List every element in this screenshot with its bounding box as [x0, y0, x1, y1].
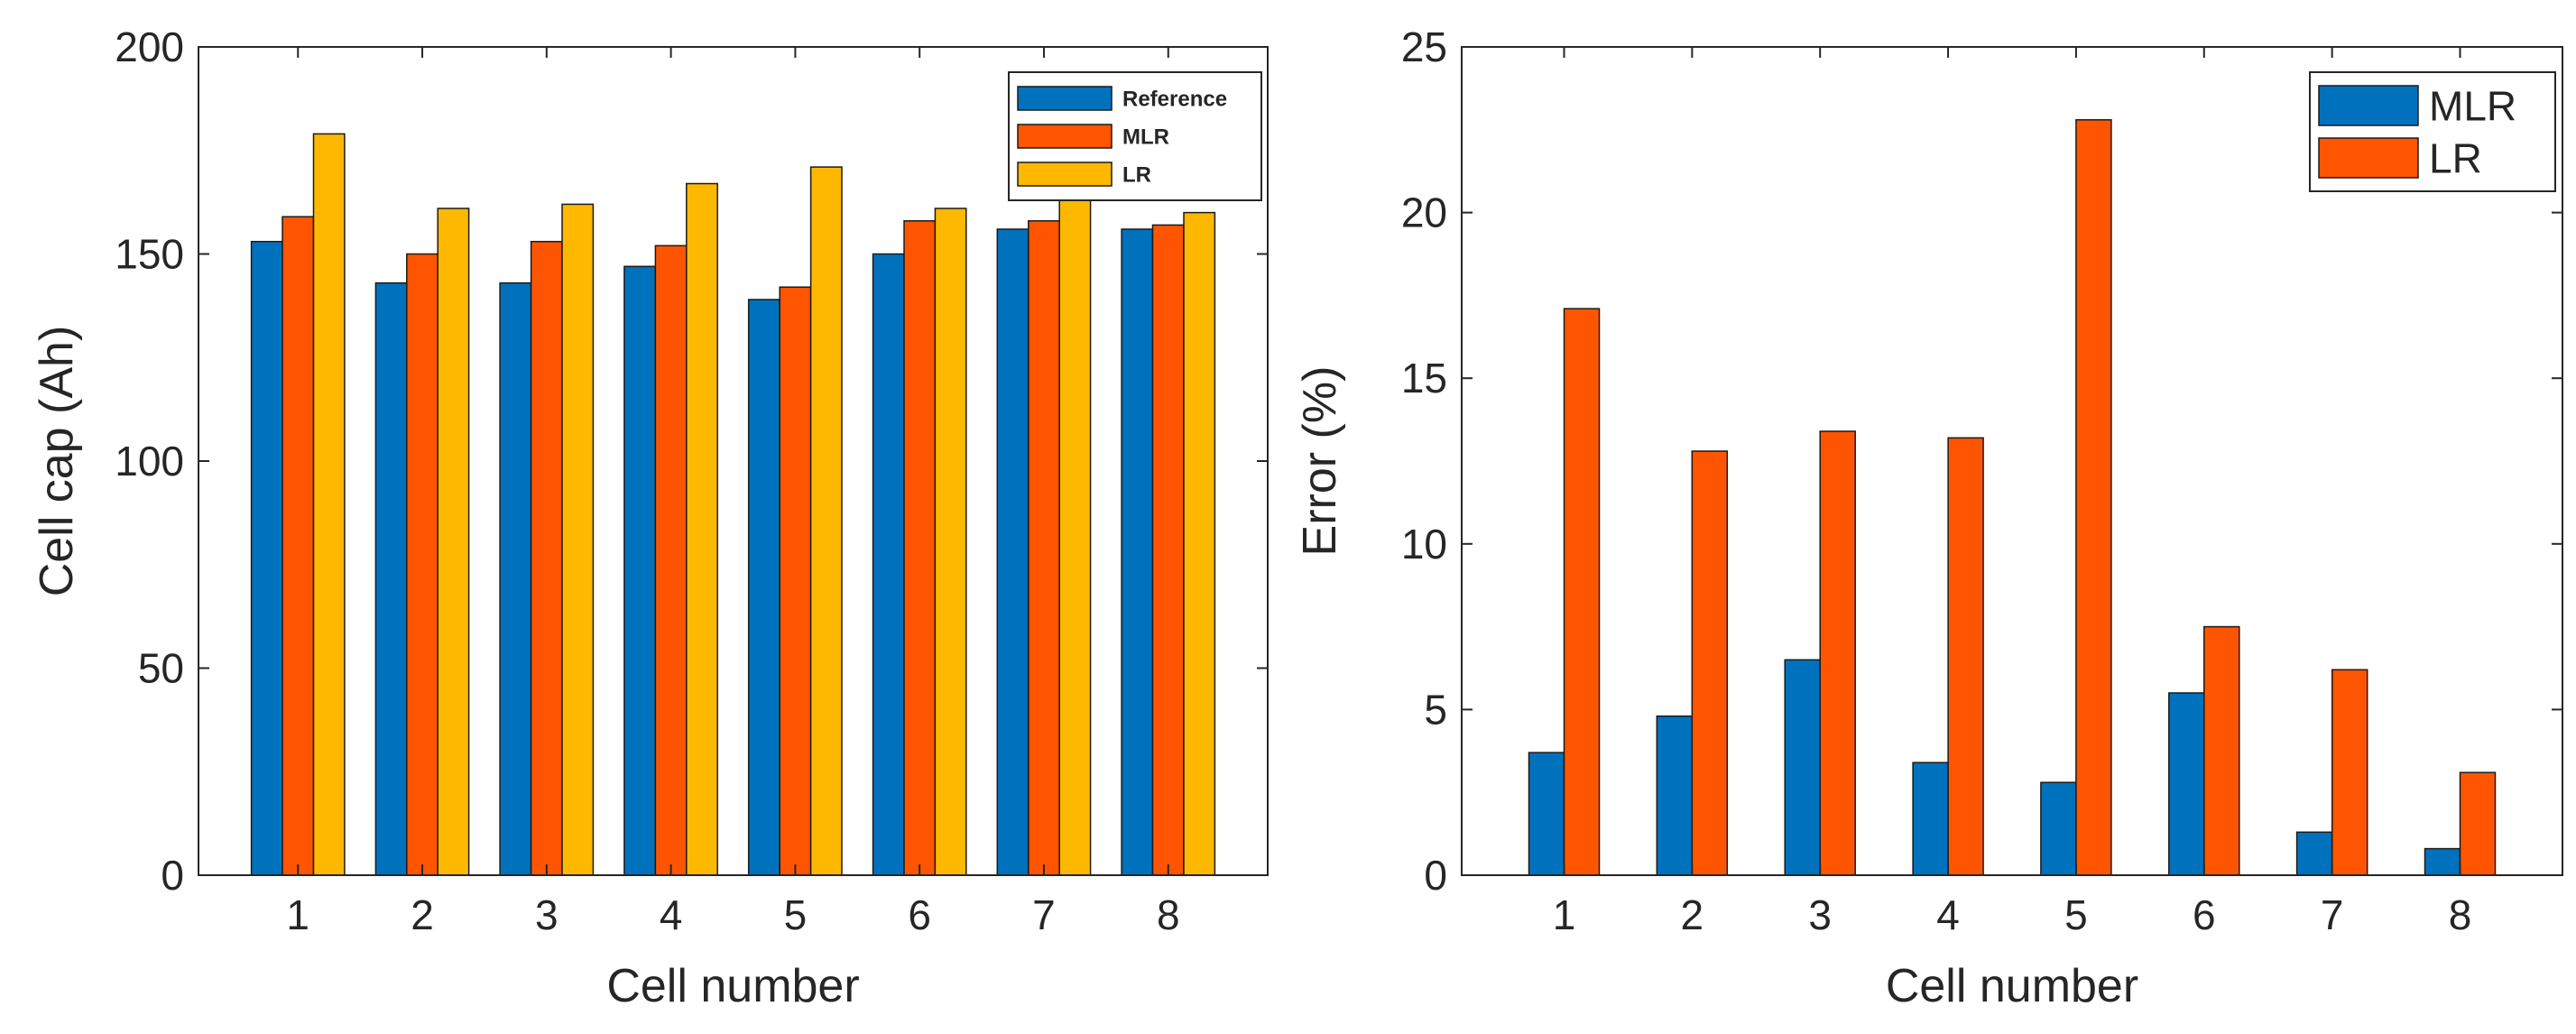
y-axis-label: Cell cap (Ah): [31, 326, 83, 597]
bar-lr-cell-1: [312, 133, 346, 876]
x-tick-label: 6: [2193, 891, 2216, 938]
bar-mlr-cell-8: [1151, 224, 1185, 876]
y-tick-label: 200: [115, 23, 184, 70]
legend-swatch-mlr: [1017, 124, 1113, 149]
legend-label-mlr: MLR: [2429, 83, 2516, 130]
bar-mlr-cell-1: [1528, 752, 1565, 876]
bar-mlr-cell-6: [2168, 692, 2205, 876]
legend-label-reference: Reference: [1122, 88, 1227, 112]
bar-mlr-cell-7: [1028, 220, 1060, 876]
x-tick-label: 7: [2321, 891, 2344, 938]
y-tick-label: 10: [1401, 521, 1447, 568]
y-tick-label: 20: [1401, 189, 1447, 236]
bar-mlr-cell-2: [406, 253, 439, 876]
bar-mlr-cell-2: [1656, 715, 1694, 876]
error-chart: 0 5 10 15 20 25 1 2 3 4 5 6 7 8 Cell number Error (%) ML…: [1294, 23, 2563, 1012]
x-tick-label: 2: [1681, 891, 1704, 938]
y-tick-label: 5: [1424, 686, 1447, 733]
bar-mlr-cell-8: [2424, 847, 2461, 876]
x-tick-label: 3: [535, 891, 559, 938]
bar-mlr-cell-3: [530, 240, 563, 876]
x-tick-label: 4: [660, 891, 683, 938]
x-tick-label: 1: [1553, 891, 1576, 938]
cell-capacity-chart: 0 50 100 150 200 1 2 3 4 5 6 7 8 Cell number Cell cap …: [31, 23, 1269, 1012]
bar-mlr-cell-4: [654, 245, 688, 876]
legend-label-mlr: MLR: [1122, 125, 1169, 150]
x-axis-label: Cell number: [1886, 960, 2138, 1012]
bar-lr-cell-5: [2075, 119, 2112, 876]
bar-reference-cell-4: [623, 265, 657, 876]
bar-reference-cell-3: [499, 282, 532, 876]
x-tick-label: 5: [2064, 891, 2088, 938]
y-axis-label: Error (%): [1294, 366, 1346, 557]
bar-lr-cell-6: [2203, 625, 2240, 876]
legend-label-lr: LR: [1122, 163, 1151, 188]
bar-mlr-cell-3: [1784, 659, 1821, 876]
bar-lr-cell-1: [1563, 308, 1601, 876]
y-tick-label: 15: [1401, 355, 1447, 402]
bar-lr-cell-7: [1058, 190, 1092, 876]
bar-lr-cell-2: [437, 208, 470, 876]
x-tick-label: 3: [1808, 891, 1832, 938]
y-tick-label: 150: [115, 231, 184, 278]
legend-label-lr: LR: [2429, 135, 2482, 182]
bar-lr-cell-7: [2331, 669, 2368, 876]
legend-swatch-lr: [1017, 162, 1113, 187]
legend-swatch-lr: [2318, 137, 2419, 179]
bar-lr-cell-3: [1819, 430, 1856, 876]
x-tick-label: 4: [1936, 891, 1960, 938]
axes-box: [1461, 46, 2563, 876]
x-tick-label: 7: [1032, 891, 1056, 938]
bar-lr-cell-5: [809, 166, 843, 876]
x-tick-label: 5: [784, 891, 808, 938]
x-axis-label: Cell number: [606, 960, 859, 1012]
legend-swatch-mlr: [2318, 85, 2419, 126]
x-tick-label: 8: [1157, 891, 1180, 938]
bar-mlr-cell-1: [282, 216, 315, 876]
y-tick-label: 0: [161, 852, 184, 899]
bar-mlr-cell-4: [1912, 762, 1949, 876]
y-tick-label: 50: [138, 645, 184, 692]
bar-lr-cell-8: [2459, 771, 2497, 876]
x-tick-label: 2: [411, 891, 434, 938]
bar-lr-cell-3: [561, 203, 595, 876]
y-tick-label: 25: [1401, 23, 1447, 70]
bar-mlr-cell-6: [903, 220, 937, 876]
x-tick-label: 8: [2449, 891, 2472, 938]
bar-reference-cell-1: [250, 240, 283, 876]
bar-lr-cell-8: [1183, 211, 1216, 876]
bar-lr-cell-6: [934, 208, 967, 876]
legend: MLR LR: [2309, 71, 2556, 192]
legend: Reference MLR LR: [1008, 71, 1262, 201]
bar-lr-cell-2: [1691, 450, 1729, 876]
bar-mlr-cell-7: [2295, 831, 2333, 876]
legend-swatch-reference: [1017, 86, 1113, 111]
bar-lr-cell-4: [686, 182, 718, 876]
bar-reference-cell-6: [872, 253, 905, 876]
bar-reference-cell-2: [374, 282, 408, 876]
bar-mlr-cell-5: [779, 286, 812, 876]
y-tick-label: 0: [1424, 852, 1447, 899]
bar-mlr-cell-5: [2040, 781, 2077, 876]
bar-reference-cell-8: [1121, 228, 1154, 876]
y-tick-label: 100: [115, 438, 184, 485]
bar-reference-cell-7: [996, 228, 1029, 876]
bar-reference-cell-5: [747, 299, 780, 876]
x-tick-label: 1: [286, 891, 309, 938]
x-tick-label: 6: [908, 891, 931, 938]
bar-lr-cell-4: [1947, 437, 1984, 876]
